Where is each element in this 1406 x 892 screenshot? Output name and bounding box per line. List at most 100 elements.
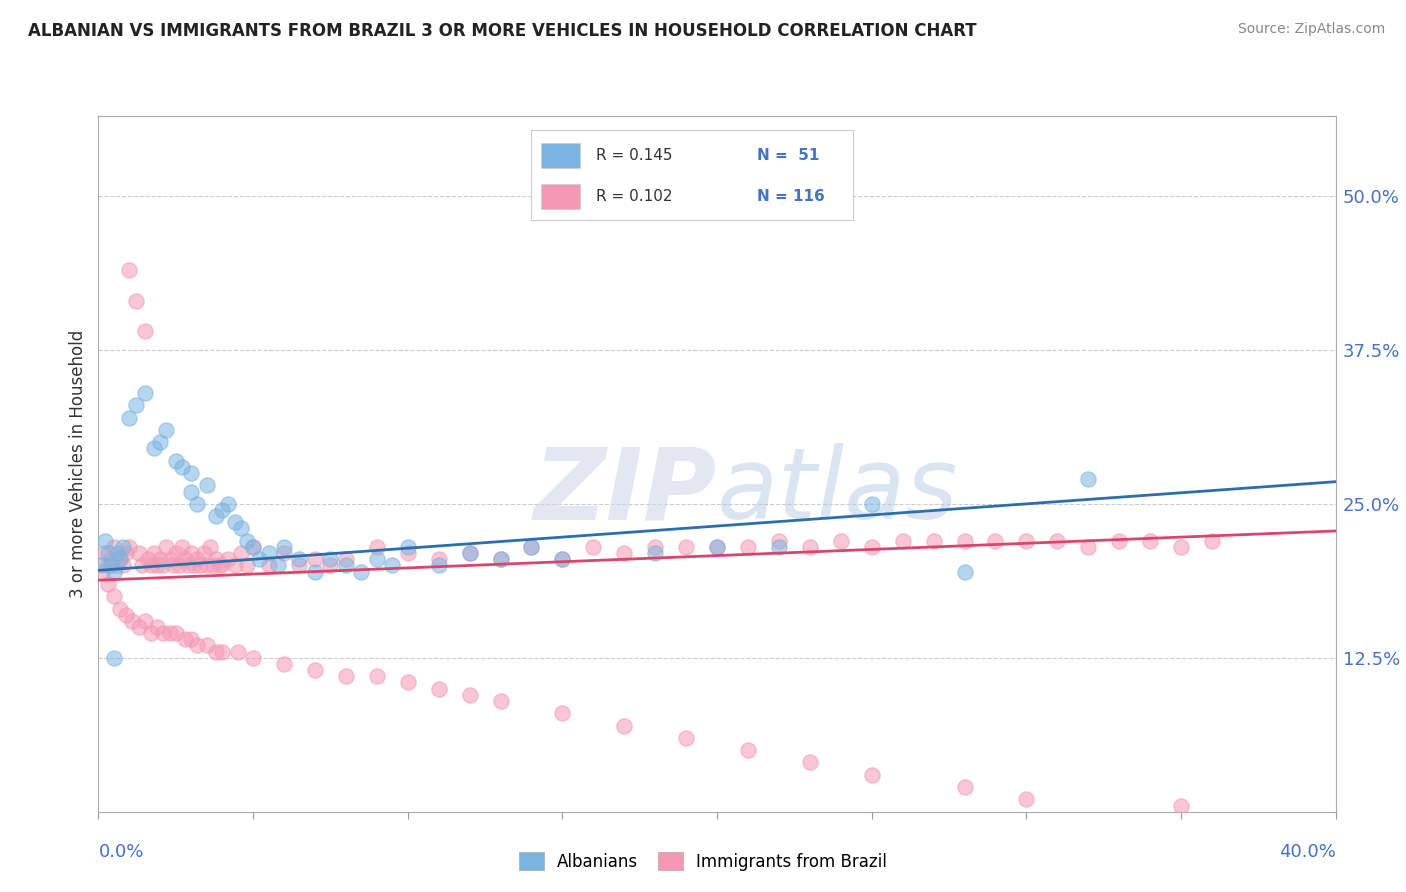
Point: [146, 558, 169, 573]
Point: [953, 780, 976, 794]
Point: [458, 688, 481, 702]
Point: [613, 546, 636, 560]
Point: [100, 558, 122, 573]
Point: [165, 626, 187, 640]
Point: [165, 546, 187, 560]
Point: [319, 558, 342, 573]
Point: [768, 540, 790, 554]
Point: [273, 546, 295, 560]
Point: [186, 639, 208, 653]
Point: [115, 607, 138, 622]
Point: [489, 552, 512, 566]
Point: [335, 558, 357, 573]
Point: [396, 675, 419, 690]
Point: [1108, 533, 1130, 548]
Point: [706, 540, 728, 554]
Point: [90, 565, 112, 579]
Point: [131, 558, 153, 573]
Point: [105, 546, 128, 560]
Point: [177, 558, 200, 573]
Point: [108, 601, 131, 615]
Point: [273, 540, 295, 554]
Text: Source: ZipAtlas.com: Source: ZipAtlas.com: [1237, 22, 1385, 37]
Point: [247, 552, 270, 566]
Point: [108, 552, 131, 566]
Point: [139, 626, 162, 640]
Point: [267, 558, 290, 573]
Point: [1170, 540, 1192, 554]
Point: [149, 552, 172, 566]
Text: atlas: atlas: [717, 443, 959, 541]
Point: [198, 540, 221, 554]
Point: [1046, 533, 1069, 548]
Point: [90, 558, 112, 573]
Point: [167, 558, 190, 573]
Point: [304, 565, 326, 579]
Point: [97, 558, 120, 573]
Point: [1170, 798, 1192, 813]
Point: [162, 558, 184, 573]
Point: [226, 645, 249, 659]
Point: [121, 614, 143, 628]
Point: [737, 743, 759, 757]
Point: [103, 650, 125, 665]
Point: [350, 565, 373, 579]
Point: [489, 552, 512, 566]
Point: [143, 546, 166, 560]
Point: [180, 484, 202, 499]
Point: [159, 626, 181, 640]
Point: [217, 497, 239, 511]
Text: ZIP: ZIP: [534, 443, 717, 541]
Point: [984, 533, 1007, 548]
Point: [174, 632, 197, 647]
Point: [1077, 472, 1099, 486]
Point: [242, 540, 264, 554]
Point: [520, 540, 543, 554]
Point: [146, 620, 169, 634]
Point: [195, 558, 218, 573]
Point: [134, 614, 156, 628]
Point: [159, 552, 181, 566]
Point: [93, 533, 115, 548]
Legend: Albanians, Immigrants from Brazil: Albanians, Immigrants from Brazil: [510, 844, 896, 880]
Point: [551, 552, 574, 566]
Point: [149, 435, 172, 450]
Point: [229, 521, 252, 535]
Point: [830, 533, 852, 548]
Point: [201, 558, 224, 573]
Point: [236, 558, 259, 573]
Point: [366, 552, 388, 566]
Point: [229, 546, 252, 560]
Point: [186, 552, 208, 566]
Point: [180, 632, 202, 647]
Point: [675, 731, 697, 745]
Point: [319, 552, 342, 566]
Point: [366, 540, 388, 554]
Point: [427, 552, 450, 566]
Point: [152, 558, 174, 573]
Point: [103, 540, 125, 554]
Point: [165, 454, 187, 468]
Point: [143, 442, 166, 456]
Point: [108, 552, 131, 566]
Point: [134, 386, 156, 401]
Point: [427, 681, 450, 696]
Point: [236, 533, 259, 548]
Point: [1201, 533, 1223, 548]
Point: [1139, 533, 1161, 548]
Point: [1015, 792, 1038, 806]
Point: [396, 546, 419, 560]
Point: [288, 558, 311, 573]
Point: [183, 558, 205, 573]
Point: [103, 565, 125, 579]
Point: [112, 540, 135, 554]
Point: [242, 650, 264, 665]
Point: [922, 533, 945, 548]
Point: [489, 694, 512, 708]
Point: [211, 558, 233, 573]
Point: [613, 718, 636, 732]
Text: 40.0%: 40.0%: [1279, 843, 1336, 861]
Point: [118, 410, 141, 425]
Point: [139, 558, 162, 573]
Point: [953, 565, 976, 579]
